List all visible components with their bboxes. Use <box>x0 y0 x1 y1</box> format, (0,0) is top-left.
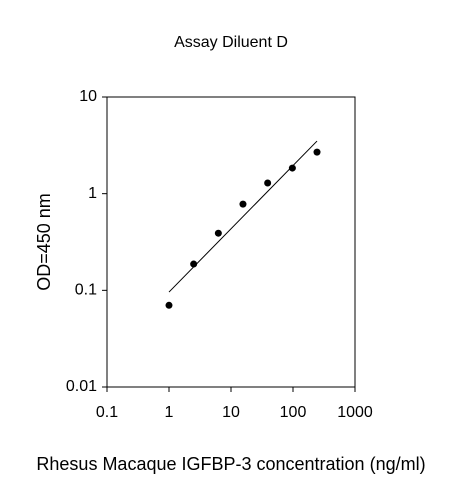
fit-line <box>168 140 318 293</box>
x-tick-label: 10 <box>222 404 240 421</box>
y-axis-label: OD=450 nm <box>34 193 54 291</box>
x-tick-label: 1000 <box>337 404 373 421</box>
data-point <box>313 148 321 156</box>
y-tick-label: 1 <box>88 185 97 202</box>
y-tick-label: 0.1 <box>75 282 97 299</box>
data-point <box>288 164 296 172</box>
data-point <box>165 301 173 309</box>
x-tick-label: 100 <box>280 404 307 421</box>
y-tick-label: 10 <box>79 88 97 105</box>
x-tick-label: 0.1 <box>96 404 118 421</box>
x-tick-label: 1 <box>165 404 174 421</box>
data-point <box>214 229 222 237</box>
data-point <box>264 179 272 187</box>
data-point <box>239 200 247 208</box>
x-axis-label: Rhesus Macaque IGFBP-3 concentration (ng… <box>36 454 425 474</box>
plot-frame <box>106 96 356 388</box>
y-tick-label: 0.01 <box>66 378 97 395</box>
chart-title: Assay Diluent D <box>174 34 288 51</box>
